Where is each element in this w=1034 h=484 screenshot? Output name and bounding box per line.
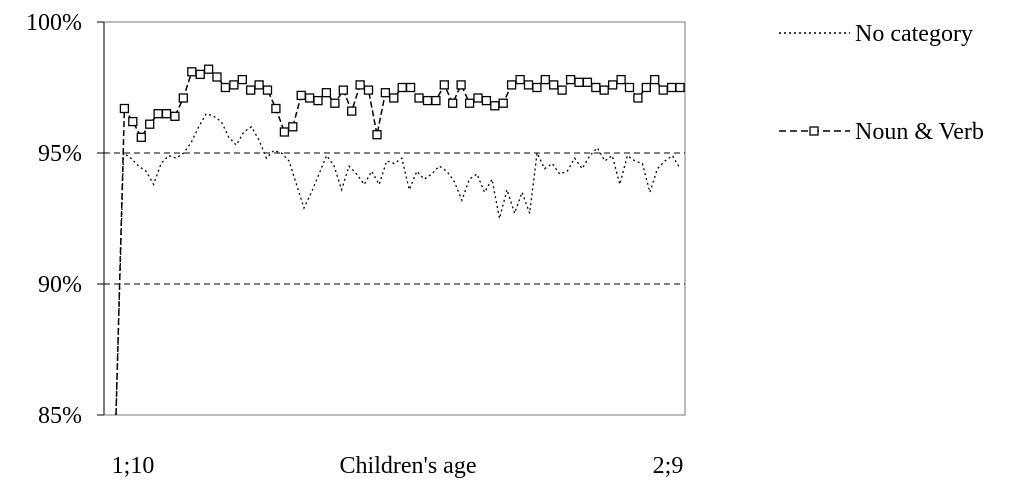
noun-verb-point (650, 74, 660, 85)
x-tick-label-start: 1;10 (112, 453, 155, 479)
noun-verb-point (119, 103, 130, 114)
noun-verb-point (153, 109, 163, 119)
noun-verb-point (304, 93, 315, 103)
noun-verb-point (473, 93, 483, 103)
x-tick-label-end: 2;9 (653, 453, 684, 479)
noun-verb-point (372, 130, 382, 140)
series-noun-verb (115, 64, 685, 416)
noun-verb-point (347, 106, 357, 116)
noun-verb-point (456, 80, 466, 90)
series-no-category (115, 112, 681, 416)
noun-verb-point (161, 109, 172, 119)
noun-verb-point (675, 82, 685, 93)
noun-verb-point (237, 74, 247, 85)
plot-frame (103, 21, 686, 416)
noun-verb-point (582, 77, 593, 87)
noun-verb-point (313, 95, 323, 106)
noun-verb-point (565, 74, 576, 85)
noun-verb-point (380, 88, 391, 98)
noun-verb-point (481, 95, 492, 106)
legend-noun-verb-label: Noun & Verb (855, 119, 984, 145)
noun-verb-point (616, 74, 626, 85)
noun-verb-point (490, 101, 500, 111)
y-tick-label-85: 85% (38, 403, 82, 429)
noun-verb-point (658, 85, 668, 95)
noun-verb-point (203, 64, 214, 74)
noun-verb-point (330, 98, 340, 108)
noun-verb-point (557, 85, 567, 95)
noun-verb-point (389, 93, 399, 103)
noun-verb-point (195, 69, 205, 80)
noun-verb-point (633, 93, 643, 103)
y-tick-label-90: 90% (38, 272, 82, 298)
noun-verb-point (288, 122, 298, 132)
noun-verb-point (338, 85, 348, 95)
noun-verb-point (405, 82, 416, 93)
noun-verb-point (170, 111, 180, 121)
noun-verb-point (128, 116, 138, 127)
noun-verb-point (591, 82, 601, 93)
noun-verb-point (229, 80, 239, 90)
noun-verb-point (540, 74, 550, 85)
noun-verb-point (145, 119, 155, 129)
noun-verb-point (254, 80, 264, 90)
noun-verb-point (464, 98, 475, 108)
no-category-line (115, 112, 681, 416)
legend: No category Noun & Verb (779, 21, 984, 145)
noun-verb-point (178, 93, 188, 103)
noun-verb-point (187, 67, 197, 77)
noun-verb-point (220, 82, 231, 93)
noun-verb-point (363, 85, 374, 95)
y-tick-label-95: 95% (38, 141, 82, 167)
noun-verb-point (624, 82, 635, 93)
legend-no-category-label: No category (855, 21, 973, 47)
x-axis-title: Children's age (340, 453, 477, 479)
noun-verb-point (506, 80, 517, 90)
noun-verb-point (422, 95, 433, 106)
noun-verb-point (212, 72, 222, 82)
noun-verb-point (321, 88, 332, 98)
noun-verb-point (498, 98, 508, 108)
noun-verb-point (549, 80, 559, 90)
noun-verb-line (115, 68, 680, 416)
noun-verb-point (397, 82, 407, 93)
noun-verb-point (532, 82, 542, 93)
noun-verb-point (262, 85, 273, 95)
noun-verb-point (414, 93, 424, 103)
noun-verb-point (439, 80, 449, 90)
noun-verb-point (608, 80, 618, 90)
y-tick-label-100: 100% (26, 10, 82, 36)
noun-verb-point (641, 82, 651, 93)
noun-verb-point (523, 80, 534, 90)
noun-verb-point (431, 95, 441, 106)
noun-verb-point (515, 74, 525, 85)
noun-verb-point (599, 85, 609, 95)
noun-verb-point (246, 85, 256, 95)
noun-verb-point (355, 80, 365, 90)
noun-verb-point (666, 82, 677, 93)
noun-verb-point (271, 103, 281, 114)
noun-verb-point (136, 132, 146, 142)
noun-verb-point (296, 90, 306, 101)
noun-verb-point (279, 127, 290, 137)
noun-verb-point (574, 77, 584, 87)
noun-verb-point (448, 98, 458, 108)
legend-noun-verb-marker (809, 126, 819, 136)
